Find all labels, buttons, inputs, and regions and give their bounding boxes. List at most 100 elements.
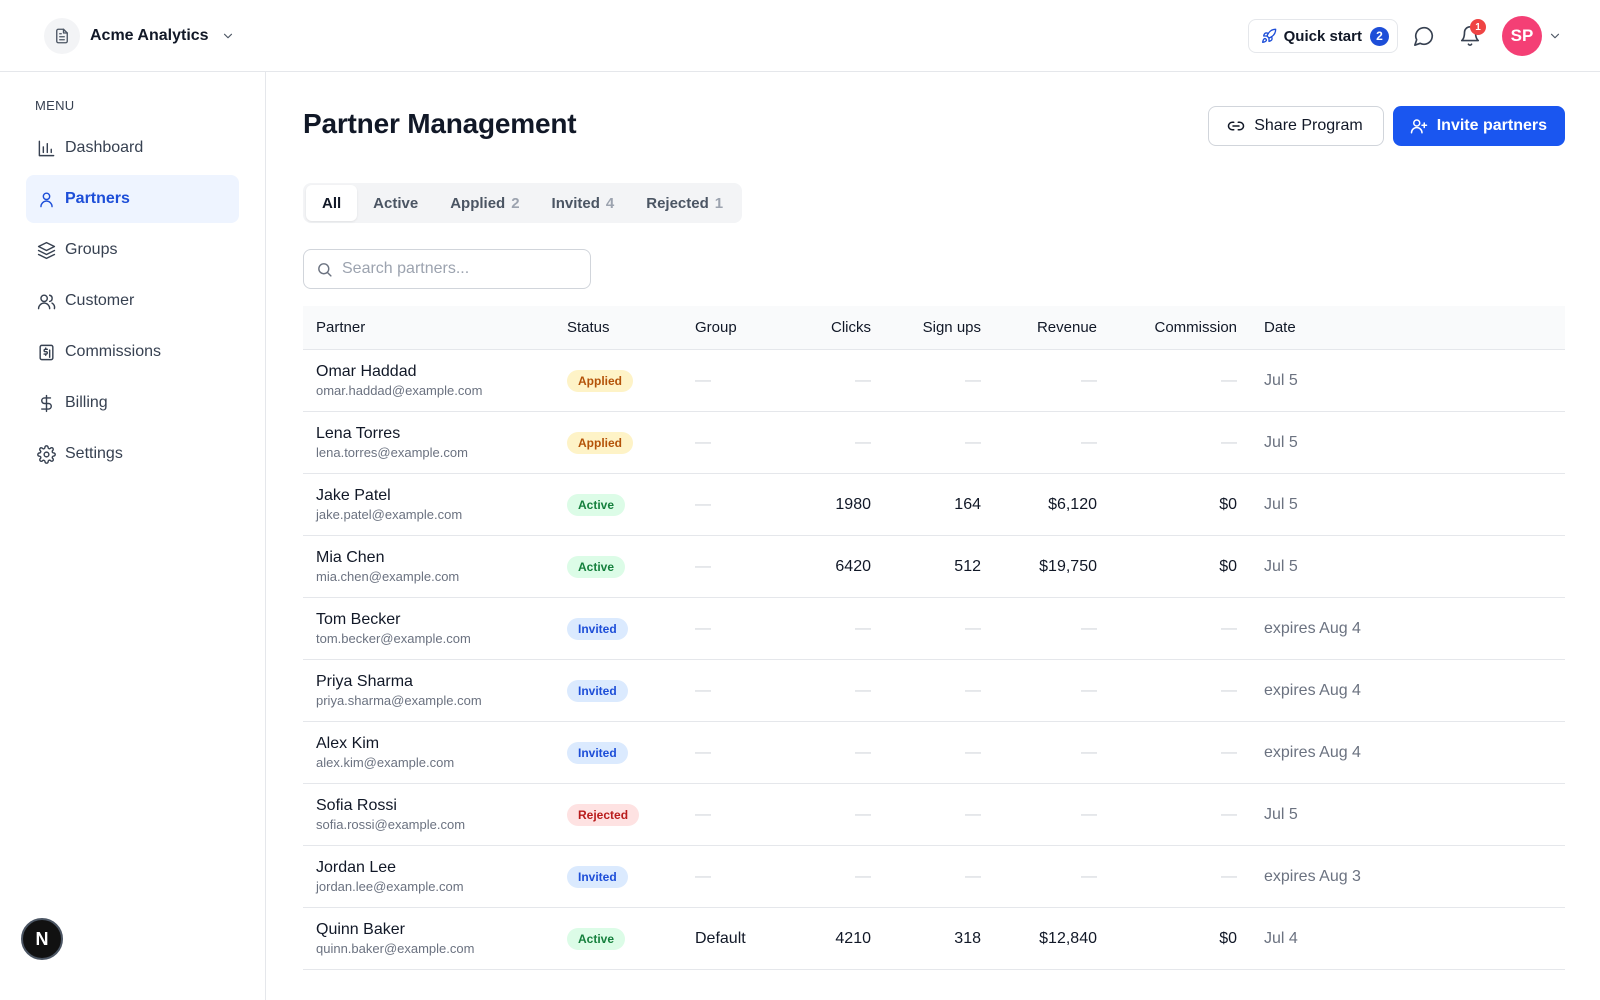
- status-cell: Invited: [567, 617, 695, 640]
- share-program-button[interactable]: Share Program: [1208, 106, 1384, 146]
- table-row[interactable]: Lena Torres lena.torres@example.com Applie…: [303, 412, 1565, 474]
- notifications-button[interactable]: 1: [1450, 16, 1490, 56]
- sidebar: MENU Dashboard Partners Groups Customer: [0, 72, 266, 1000]
- sidebar-item-label: Commissions: [65, 343, 162, 360]
- column-header-clicks[interactable]: Clicks: [831, 319, 871, 336]
- messages-button[interactable]: [1404, 16, 1444, 56]
- table-row[interactable]: Priya Sharma priya.sharma@example.com Invi…: [303, 660, 1565, 722]
- date-cell: expires Aug 4: [1264, 743, 1361, 761]
- search-box: [303, 249, 591, 289]
- clicks-cell: 1980: [835, 495, 871, 513]
- column-header-commission[interactable]: Commission: [1154, 319, 1237, 336]
- quick-start-label: Quick start: [1283, 27, 1362, 45]
- partner-email: jake.patel@example.com: [316, 506, 463, 522]
- partner-name: Jake Patel: [316, 486, 391, 504]
- sidebar-item-dashboard[interactable]: Dashboard: [26, 124, 239, 172]
- avatar[interactable]: SP: [1502, 16, 1542, 56]
- partner-cell[interactable]: Mia Chen mia.chen@example.com: [303, 548, 567, 586]
- table-row[interactable]: Jordan Lee jordan.lee@example.com Invited —…: [303, 846, 1565, 908]
- table-row[interactable]: Jake Patel jake.patel@example.com Active — 1…: [303, 474, 1565, 536]
- column-header-partner[interactable]: Partner: [316, 319, 366, 336]
- tab-active[interactable]: Active: [357, 185, 434, 221]
- sidebar-item-commissions[interactable]: Commissions: [26, 328, 239, 376]
- partner-name: Tom Becker: [316, 610, 401, 628]
- partner-cell[interactable]: Jordan Lee jordan.lee@example.com: [303, 858, 567, 896]
- revenue-cell: —: [1081, 433, 1097, 451]
- group-cell: —: [695, 557, 711, 575]
- tab-label: Rejected: [646, 194, 709, 212]
- column-header-status[interactable]: Status: [567, 319, 610, 336]
- partner-name: Quinn Baker: [316, 920, 405, 938]
- date-cell: Jul 5: [1264, 433, 1298, 451]
- org-switcher[interactable]: Acme Analytics: [44, 17, 235, 55]
- search-input[interactable]: [342, 260, 572, 278]
- dev-tools-button[interactable]: N: [21, 918, 63, 960]
- page-title: Partner Management: [303, 108, 577, 139]
- bar-chart-icon: [36, 138, 56, 158]
- clicks-cell: —: [855, 805, 871, 823]
- tab-all[interactable]: All: [306, 185, 358, 221]
- bell-icon: [1459, 25, 1481, 47]
- tab-applied[interactable]: Applied 2: [434, 185, 535, 221]
- sidebar-item-label: Customer: [65, 292, 135, 309]
- partner-cell[interactable]: Sofia Rossi sofia.rossi@example.com: [303, 796, 567, 834]
- column-header-group[interactable]: Group: [695, 319, 737, 336]
- partner-name: Sofia Rossi: [316, 796, 397, 814]
- tab-label: Applied: [450, 194, 506, 212]
- date-cell: Jul 4: [1264, 929, 1298, 947]
- invite-partners-button[interactable]: Invite partners: [1392, 106, 1565, 146]
- column-header-revenue[interactable]: Revenue: [1036, 319, 1097, 336]
- tab-rejected[interactable]: Rejected 1: [630, 185, 739, 221]
- table-row[interactable]: Sofia Rossi sofia.rossi@example.com Reject…: [303, 784, 1565, 846]
- chevron-down-icon[interactable]: [1548, 29, 1562, 43]
- signups-cell: —: [965, 867, 981, 885]
- commission-cell: —: [1221, 619, 1237, 637]
- status-badge: Invited: [567, 741, 628, 764]
- table-header: Partner Status Group Clicks Sign ups Rev…: [303, 306, 1565, 350]
- partner-cell[interactable]: Alex Kim alex.kim@example.com: [303, 734, 567, 772]
- dollar-icon: [36, 393, 56, 413]
- revenue-cell: —: [1081, 743, 1097, 761]
- tab-count: 1: [714, 194, 724, 212]
- partner-cell[interactable]: Tom Becker tom.becker@example.com: [303, 610, 567, 648]
- table-row[interactable]: Mia Chen mia.chen@example.com Active — 6420 5…: [303, 536, 1565, 598]
- column-header-signups[interactable]: Sign ups: [922, 319, 981, 336]
- user-plus-icon: [1410, 117, 1428, 135]
- tab-invited[interactable]: Invited 4: [536, 185, 631, 221]
- signups-cell: 318: [954, 929, 981, 947]
- layers-icon: [36, 240, 56, 260]
- partners-table: Partner Status Group Clicks Sign ups Rev…: [303, 306, 1565, 970]
- partner-cell[interactable]: Quinn Baker quinn.baker@example.com: [303, 920, 567, 958]
- sidebar-item-label: Billing: [65, 394, 108, 411]
- status-cell: Invited: [567, 679, 695, 702]
- sidebar-item-partners[interactable]: Partners: [26, 175, 239, 223]
- tab-label: Invited: [551, 194, 600, 212]
- revenue-cell: $6,120: [1048, 495, 1097, 513]
- table-row[interactable]: Omar Haddad omar.haddad@example.com Applie…: [303, 350, 1565, 412]
- tab-label: Active: [373, 194, 419, 212]
- clicks-cell: 4210: [835, 929, 871, 947]
- tab-count: 4: [605, 194, 615, 212]
- table-row[interactable]: Quinn Baker quinn.baker@example.com Active…: [303, 908, 1565, 970]
- status-cell: Active: [567, 493, 695, 516]
- partner-cell[interactable]: Jake Patel jake.patel@example.com: [303, 486, 567, 524]
- tab-count: 2: [511, 194, 520, 212]
- quick-start-button[interactable]: Quick start 2: [1247, 19, 1398, 53]
- main-content: Partner Management Share Program Invite …: [303, 72, 1565, 1000]
- commission-cell: —: [1221, 681, 1237, 699]
- partner-cell[interactable]: Omar Haddad omar.haddad@example.com: [303, 362, 567, 400]
- sidebar-item-billing[interactable]: Billing: [26, 379, 239, 427]
- tab-label: All: [322, 194, 342, 212]
- top-bar: Acme Analytics Quick start 2 1 SP: [0, 0, 1600, 72]
- column-header-date[interactable]: Date: [1264, 319, 1296, 336]
- partner-cell[interactable]: Lena Torres lena.torres@example.com: [303, 424, 567, 462]
- revenue-cell: $19,750: [1039, 557, 1097, 575]
- sidebar-item-customer[interactable]: Customer: [26, 277, 239, 325]
- sidebar-item-groups[interactable]: Groups: [26, 226, 239, 274]
- status-badge: Invited: [567, 617, 628, 640]
- sidebar-item-label: Groups: [65, 241, 118, 258]
- sidebar-item-settings[interactable]: Settings: [26, 430, 239, 478]
- partner-cell[interactable]: Priya Sharma priya.sharma@example.com: [303, 672, 567, 710]
- table-row[interactable]: Alex Kim alex.kim@example.com Invited — — — — —…: [303, 722, 1565, 784]
- table-row[interactable]: Tom Becker tom.becker@example.com Invited —…: [303, 598, 1565, 660]
